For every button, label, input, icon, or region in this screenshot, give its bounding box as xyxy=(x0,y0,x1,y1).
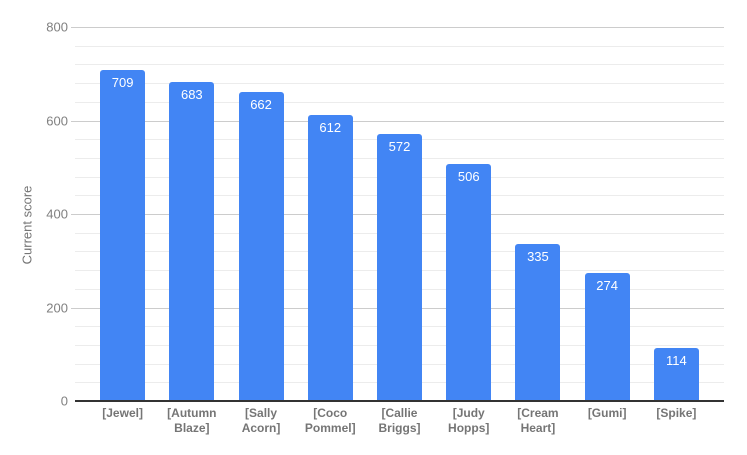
x-axis-category-label: [Cream Heart] xyxy=(517,406,559,435)
bar-4[interactable]: 612 xyxy=(307,114,353,401)
bar-8[interactable]: 274 xyxy=(584,272,630,401)
x-axis-category-label: [Coco Pommel] xyxy=(304,406,356,435)
minor-gridline xyxy=(75,83,724,85)
minor-gridline xyxy=(75,101,724,103)
bar-value-label: 572 xyxy=(388,138,411,154)
x-axis-category-label: [Judy Hopps] xyxy=(448,406,490,435)
bar-value-label: 335 xyxy=(527,249,549,265)
bar-5[interactable]: 572 xyxy=(377,133,422,401)
y-axis-title: Current score xyxy=(19,185,35,265)
bar-6[interactable]: 506 xyxy=(446,164,492,401)
x-axis-category-label: [Sally Acorn] xyxy=(241,406,281,435)
bar-value-label: 662 xyxy=(250,96,272,112)
bar-value-label: 274 xyxy=(596,277,618,293)
x-axis-category-label: [Callie Briggs] xyxy=(378,406,421,435)
bar-value-label: 612 xyxy=(319,119,342,135)
x-axis-category-label: [Spike] xyxy=(656,406,697,420)
major-gridline xyxy=(71,27,724,28)
bar-value-label: 114 xyxy=(666,352,687,368)
bar-value-label: 683 xyxy=(180,86,203,102)
y-axis-tick-label: 200 xyxy=(46,300,68,315)
bar-value-label: 709 xyxy=(111,74,134,90)
bar-value-label: 506 xyxy=(457,169,480,185)
bar-3[interactable]: 662 xyxy=(238,91,284,401)
y-axis-tick-label: 600 xyxy=(46,113,68,128)
bar-7[interactable]: 335 xyxy=(515,244,561,401)
major-gridline xyxy=(71,120,724,122)
bar-1[interactable]: 709 xyxy=(100,69,146,401)
bar-2[interactable]: 683 xyxy=(169,81,215,401)
y-axis-tick-label: 400 xyxy=(46,206,68,222)
y-axis-tick-label: 800 xyxy=(46,19,68,35)
minor-gridline xyxy=(75,64,724,66)
minor-gridline xyxy=(75,45,724,47)
x-axis-category-label: [Gumi] xyxy=(587,406,627,420)
y-axis-tick-label: 0 xyxy=(60,393,68,409)
x-axis-category-label: [Autumn Blaze] xyxy=(167,406,217,435)
x-axis-category-label: [Jewel] xyxy=(102,406,143,420)
bar-9[interactable]: 114 xyxy=(653,347,699,401)
x-axis-baseline xyxy=(75,400,724,402)
